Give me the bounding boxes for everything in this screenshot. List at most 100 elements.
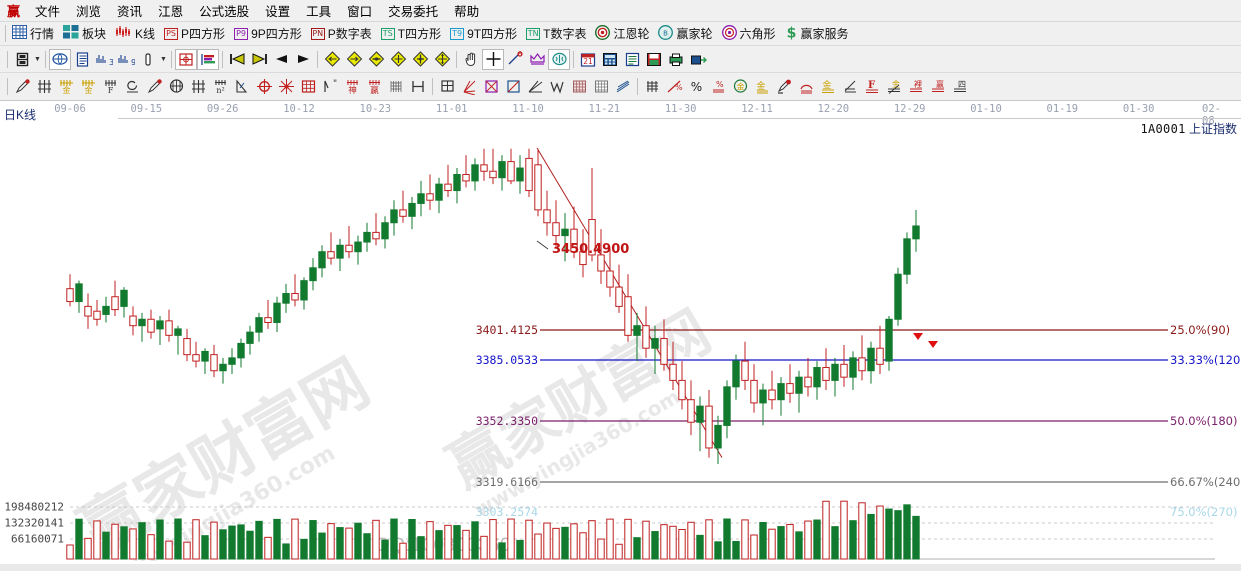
calendar-icon[interactable]: 21: [577, 49, 599, 70]
angle-tool-icon[interactable]: [231, 76, 253, 97]
dropdown-caret-icon[interactable]: ▼: [34, 55, 41, 63]
zoom-out-diamond-icon[interactable]: [321, 49, 343, 70]
menu-item-gann[interactable]: 江恩: [158, 5, 184, 19]
gold-circle-icon[interactable]: 金: [729, 76, 751, 97]
next-page-icon[interactable]: [292, 49, 314, 70]
n2-grid-icon[interactable]: n²: [209, 76, 231, 97]
save-icon[interactable]: [643, 49, 665, 70]
gann-gold-grid2-icon[interactable]: 金: [77, 76, 99, 97]
calculator-icon[interactable]: [599, 49, 621, 70]
gold-fan-icon[interactable]: 金: [883, 76, 905, 97]
menu-item-trade-order[interactable]: 交易委托: [388, 5, 439, 19]
toolbar-button-winner-service[interactable]: $ 赢家服务: [782, 25, 855, 43]
diamond-6-icon[interactable]: [431, 49, 453, 70]
diamond-3-icon[interactable]: [365, 49, 387, 70]
diamond-4-icon[interactable]: [387, 49, 409, 70]
toolbar-button-p-square[interactable]: PS P四方形: [161, 25, 231, 42]
toolbar-button-sectors[interactable]: 板块: [60, 25, 112, 42]
circle-grid-icon[interactable]: [165, 76, 187, 97]
grid-table2-icon[interactable]: [590, 76, 612, 97]
percent-line-icon[interactable]: %: [707, 76, 729, 97]
crosshair-icon[interactable]: [482, 48, 504, 70]
toolbar-button-winner-wheel[interactable]: B 赢家轮: [655, 24, 718, 43]
arc-tool-icon[interactable]: [795, 76, 817, 97]
document-icon[interactable]: [71, 49, 93, 70]
gold-line-icon[interactable]: 金: [817, 76, 839, 97]
toolbar-button-p-number-table[interactable]: PN P数字表: [308, 25, 378, 42]
pen-draw-icon[interactable]: [11, 76, 33, 97]
target-circle-icon[interactable]: [253, 76, 275, 97]
ladder-icon[interactable]: [641, 76, 663, 97]
dropdown-caret2-icon[interactable]: ▼: [160, 55, 167, 63]
print-icon[interactable]: [665, 49, 687, 70]
angle-small-icon[interactable]: [839, 76, 861, 97]
pen-red-icon[interactable]: [143, 76, 165, 97]
gold-bar-icon[interactable]: 金: [751, 76, 773, 97]
indicator-9-icon[interactable]: 9: [115, 49, 137, 70]
last-page-icon[interactable]: [248, 49, 270, 70]
parallel-lines-icon[interactable]: [612, 76, 634, 97]
layout-split-icon[interactable]: [11, 49, 33, 70]
indicator-3-icon[interactable]: 3: [93, 49, 115, 70]
spiral-icon[interactable]: [121, 76, 143, 97]
menu-item-help[interactable]: 帮助: [454, 5, 480, 19]
menu-item-window[interactable]: 窗口: [347, 5, 373, 19]
angle-lines-icon[interactable]: [524, 76, 546, 97]
color-chart-icon[interactable]: [197, 48, 219, 70]
zigzag-icon[interactable]: [546, 76, 568, 97]
toolbar-button-9t-square[interactable]: T9 9T四方形: [447, 25, 523, 42]
toolbar-button-hexagon[interactable]: 六角形: [719, 24, 782, 43]
starburst-icon[interactable]: [275, 76, 297, 97]
toolbar-button-kline[interactable]: K线: [112, 25, 161, 42]
shen-grid-icon[interactable]: 神: [341, 76, 363, 97]
ying-grid-icon[interactable]: 赢: [363, 76, 385, 97]
f-grid-icon[interactable]: F: [99, 76, 121, 97]
hand-pan-icon[interactable]: [460, 49, 482, 70]
h-span-icon[interactable]: [407, 76, 429, 97]
paint-bucket-icon[interactable]: [773, 76, 795, 97]
gann-fan-lines-icon[interactable]: [33, 76, 55, 97]
toolbar-button-gann-wheel[interactable]: 江恩轮: [592, 24, 655, 43]
globe-link-icon[interactable]: [49, 48, 71, 70]
export-icon[interactable]: [687, 49, 709, 70]
percent-sign-icon[interactable]: %: [685, 76, 707, 97]
ying-line-icon[interactable]: 赢: [927, 76, 949, 97]
f-line-icon[interactable]: F: [861, 76, 883, 97]
grid-table1-icon[interactable]: [568, 76, 590, 97]
zoom-in-diamond-icon[interactable]: [343, 49, 365, 70]
prev-page-icon[interactable]: [270, 49, 292, 70]
mesh-grid-icon[interactable]: [385, 76, 407, 97]
four-line-icon[interactable]: 四: [949, 76, 971, 97]
menu-item-formula-stock-pick[interactable]: 公式选股: [199, 5, 250, 19]
bar-marks-icon[interactable]: ": [319, 76, 341, 97]
toolbar-button-t-square[interactable]: TS T四方形: [378, 25, 447, 42]
diamond-5-icon[interactable]: [409, 49, 431, 70]
menu-item-news[interactable]: 资讯: [117, 5, 143, 19]
li-line-icon[interactable]: 裡: [905, 76, 927, 97]
menu-item-tools[interactable]: 工具: [306, 5, 332, 19]
toolbar-button-t-number-table[interactable]: TN T数字表: [523, 25, 592, 42]
toolbar-button-9p-square[interactable]: P9 9P四方形: [231, 25, 308, 42]
cycle-box-icon[interactable]: [480, 76, 502, 97]
menu-item-browse[interactable]: 浏览: [76, 5, 102, 19]
report-icon[interactable]: [621, 49, 643, 70]
gann-gold-grid1-icon[interactable]: 金: [55, 76, 77, 97]
box-chart-icon[interactable]: [436, 76, 458, 97]
cut-line-icon[interactable]: A: [504, 49, 526, 70]
box-diag-icon[interactable]: [502, 76, 524, 97]
first-page-icon[interactable]: [226, 49, 248, 70]
grid-lines-icon[interactable]: [187, 76, 209, 97]
square-grid-red-icon[interactable]: [297, 76, 319, 97]
fan-red-icon[interactable]: [458, 76, 480, 97]
brain-icon[interactable]: [548, 48, 570, 70]
column-width-icon[interactable]: [137, 49, 159, 70]
volume-chart-svg[interactable]: [0, 493, 1241, 561]
menu-item-file[interactable]: 文件: [35, 5, 61, 19]
price-chart-svg[interactable]: [0, 123, 1241, 493]
chart-area[interactable]: 日K线 09-06 09-15 09-26 10-12 10-23 11-01 11-10 1…: [0, 101, 1241, 561]
menu-item-settings[interactable]: 设置: [265, 5, 291, 19]
percent-slash-icon[interactable]: %: [663, 76, 685, 97]
crown-icon[interactable]: [526, 49, 548, 70]
crosshair-select-icon[interactable]: [175, 48, 197, 70]
toolbar-button-quotes[interactable]: 行情: [9, 25, 60, 42]
